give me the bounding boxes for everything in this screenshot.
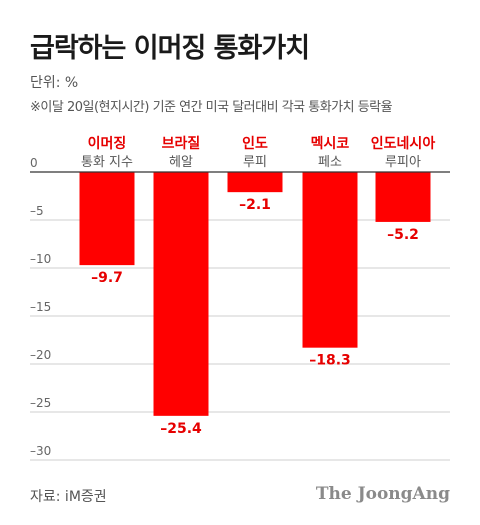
- category-label: 브라질: [162, 136, 201, 152]
- y-tick-label: –10: [30, 252, 51, 266]
- source-label: 자료: iM증권: [30, 489, 107, 505]
- category-label: 이머징: [88, 135, 127, 152]
- data-label: –9.7: [91, 270, 123, 286]
- data-label: –2.1: [239, 197, 271, 213]
- category-sublabel: 헤알: [169, 155, 193, 170]
- category-sublabel: 루피: [243, 155, 267, 170]
- bar: [375, 172, 431, 222]
- y-tick-label: –5: [30, 204, 44, 218]
- bar: [302, 172, 358, 348]
- data-label: –25.4: [160, 421, 202, 437]
- data-label: –18.3: [309, 353, 351, 369]
- category-label: 인도: [242, 135, 268, 152]
- chart-note: ※이달 20일(현지시간) 기준 연간 미국 달러대비 각국 통화가치 등락율: [30, 100, 393, 115]
- y-tick-label: –25: [30, 396, 51, 410]
- bar: [227, 172, 283, 193]
- bar: [79, 172, 135, 266]
- bar: [153, 172, 209, 416]
- category-label: 멕시코: [311, 135, 350, 152]
- unit-label: 단위: %: [30, 75, 79, 91]
- y-tick-label: –30: [30, 444, 51, 458]
- y-tick-label: –15: [30, 300, 51, 314]
- category-label: 인도네시아: [371, 135, 436, 152]
- category-sublabel: 루피아: [385, 155, 421, 170]
- y-tick-label: –20: [30, 348, 51, 362]
- category-sublabel: 통화 지수: [81, 155, 133, 170]
- chart-title: 급락하는 이머징 통화가치: [30, 33, 310, 64]
- y-tick-label: 0: [30, 156, 38, 170]
- brand-logo: The JoongAng: [315, 484, 450, 504]
- data-label: –5.2: [387, 227, 419, 243]
- category-sublabel: 페소: [318, 155, 342, 170]
